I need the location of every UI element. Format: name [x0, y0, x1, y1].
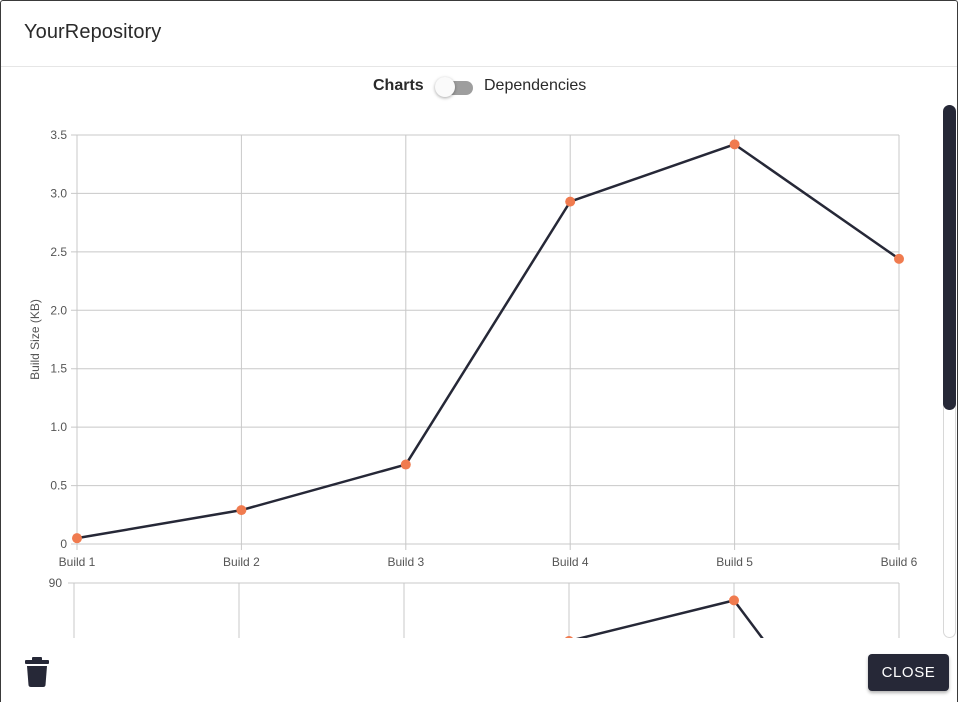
- scrollbar-thumb[interactable]: [943, 105, 956, 410]
- build-size-chart: 0 0.5 1.0 1.5 2.0 2.5 3.0 3.5 Build 1 Build 2 Buil…: [28, 128, 918, 638]
- data-point-2: [729, 595, 739, 606]
- view-switch[interactable]: [435, 76, 473, 98]
- data-point: [565, 196, 576, 207]
- y-tick-label: 0: [60, 537, 67, 551]
- y-tick-label: 0.5: [50, 479, 67, 493]
- close-button[interactable]: CLOSE: [868, 654, 949, 691]
- data-point: [236, 505, 247, 516]
- x-tick-label: Build 4: [552, 555, 589, 569]
- switch-thumb[interactable]: [435, 77, 455, 97]
- y-tick-label: 2.5: [50, 245, 67, 259]
- x-tick-label: Build 3: [387, 555, 424, 569]
- data-point: [729, 139, 740, 150]
- charts-label: Charts: [373, 77, 424, 94]
- series-line: [76, 143, 900, 540]
- series-line-2: [575, 599, 764, 638]
- trash-icon[interactable]: [25, 657, 49, 687]
- y-tick-label: 1.5: [50, 362, 67, 376]
- data-point: [894, 253, 904, 264]
- y-tick-label-2: 90: [49, 576, 63, 590]
- view-toggle-row: Charts Dependencies: [1, 75, 957, 97]
- data-point-2: [565, 636, 573, 638]
- y-tick-label: 3.5: [50, 128, 67, 142]
- y-axis-title: Build Size (KB): [28, 299, 42, 380]
- y-tick-label: 2.0: [50, 303, 67, 317]
- y-tick-label: 3.0: [50, 186, 67, 200]
- x-tick-label: Build 2: [223, 555, 260, 569]
- data-point: [72, 533, 82, 544]
- modal-header: YourRepository: [1, 1, 957, 67]
- data-point: [400, 459, 411, 470]
- scrollbar[interactable]: [943, 105, 956, 638]
- x-tick-label: Build 6: [881, 555, 918, 569]
- x-tick-label: Build 1: [59, 555, 96, 569]
- x-tick-label: Build 5: [716, 555, 753, 569]
- charts-content: 0 0.5 1.0 1.5 2.0 2.5 3.0 3.5 Build 1 Build 2 Buil…: [1, 101, 941, 638]
- dependencies-label: Dependencies: [484, 77, 587, 94]
- y-tick-label-2b: 80: [49, 636, 63, 638]
- modal-footer: CLOSE: [1, 638, 957, 702]
- y-tick-label: 1.0: [50, 420, 67, 434]
- modal-title: YourRepository: [24, 21, 162, 43]
